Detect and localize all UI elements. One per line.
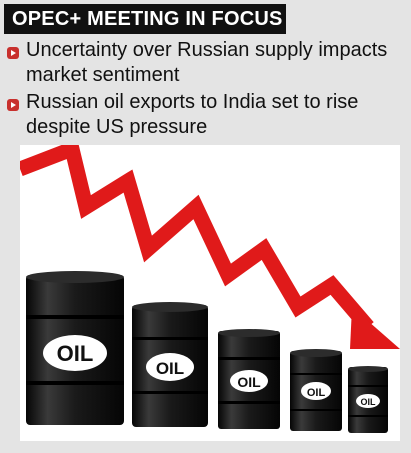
oil-barrel-2: OIL (132, 302, 208, 427)
header-banner: OPEC+ MEETING IN FOCUS (4, 4, 286, 34)
oil-barrel-5: OIL (348, 366, 388, 433)
barrel-label: OIL (361, 397, 377, 407)
oil-barrel-4: OIL (290, 349, 342, 431)
bullet-text-1: Uncertainty over Russian supply impacts … (26, 39, 388, 86)
barrel-label: OIL (237, 374, 261, 390)
falling-arrow-icon (20, 145, 400, 349)
oil-barrels-graphic: OIL OIL OIL (20, 145, 400, 433)
oil-barrels-illustration: OIL OIL OIL (20, 145, 400, 441)
red-bullet-icon (7, 47, 19, 59)
oil-barrel-1: OIL (26, 271, 124, 425)
barrel-label: OIL (156, 359, 184, 378)
barrel-label: OIL (57, 341, 94, 366)
header-title: OPEC+ MEETING IN FOCUS (12, 8, 283, 30)
bullet-text-2: Russian oil exports to India set to rise… (26, 91, 359, 138)
oil-barrel-3: OIL (218, 329, 280, 429)
bullet-item-2: Russian oil exports to India set to rise… (4, 90, 408, 142)
barrel-label: OIL (307, 387, 326, 399)
bullet-item-1: Uncertainty over Russian supply impacts … (4, 38, 408, 90)
red-bullet-icon (7, 99, 19, 111)
